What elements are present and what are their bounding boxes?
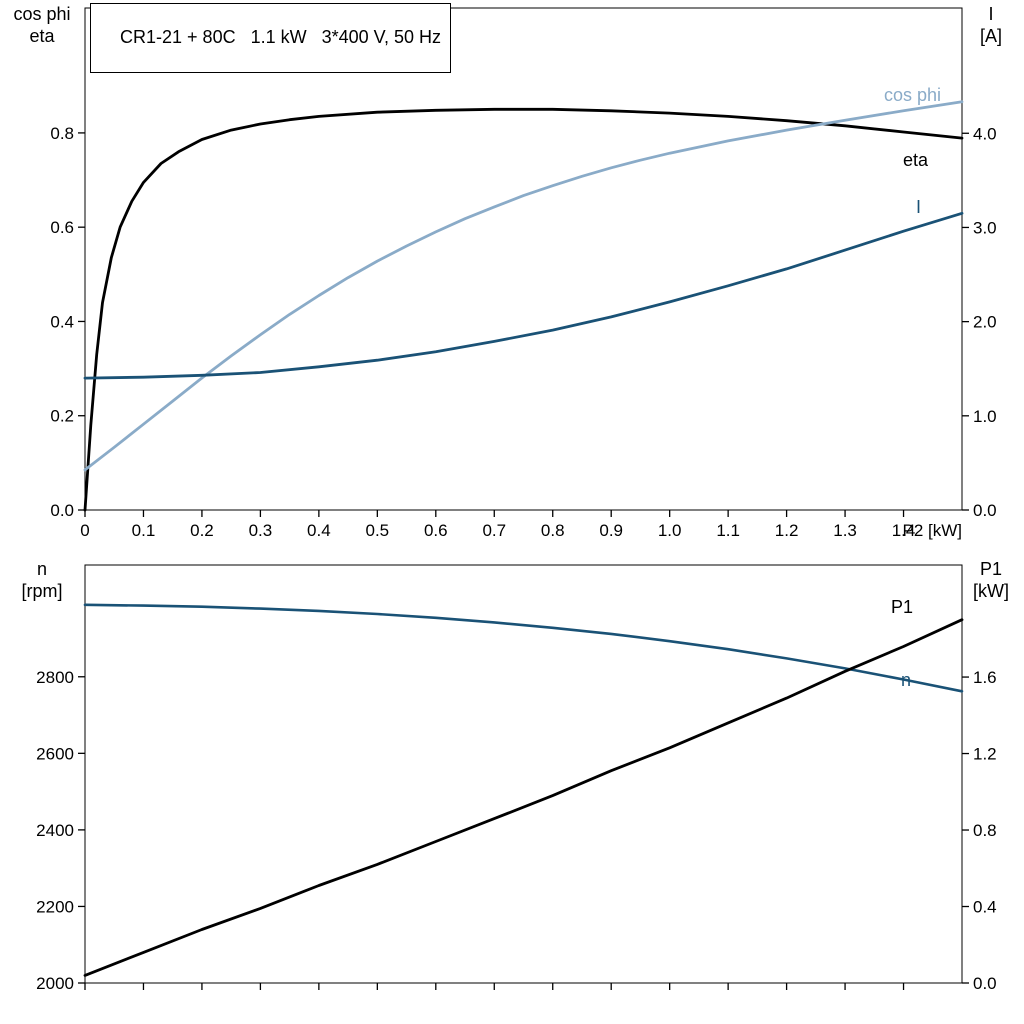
left-tick-label: 2400 <box>36 821 74 840</box>
right-tick-label: 0.4 <box>973 898 997 917</box>
curve-label-cos-phi: cos phi <box>884 85 941 105</box>
x-tick-label: 0.6 <box>424 521 448 540</box>
axis-label-speed-unit: [rpm] <box>21 581 63 601</box>
chart-title: CR1-21 + 80C 1.1 kW 3*400 V, 50 Hz <box>120 27 442 47</box>
x-axis-end-label: P2 [kW] <box>902 521 962 540</box>
x-tick-label: 1.0 <box>658 521 682 540</box>
right-tick-label: 1.2 <box>973 745 997 764</box>
x-tick-label: 0.7 <box>482 521 506 540</box>
left-tick-label: 0.2 <box>50 407 74 426</box>
x-tick-label: 0.1 <box>132 521 156 540</box>
x-tick-label: 1.4 <box>892 521 916 540</box>
curve-label-current: I <box>916 197 921 217</box>
left-tick-label: 0.8 <box>50 124 74 143</box>
x-tick-label: 0 <box>80 521 89 540</box>
plot-frame-panel-1 <box>84 564 963 984</box>
right-tick-label: 0.0 <box>973 974 997 993</box>
curve-speed <box>83 603 964 693</box>
curve-label-eta: eta <box>903 150 929 170</box>
right-tick-label: 0.8 <box>973 821 997 840</box>
axis-label-p1-unit: [kW] <box>973 581 1009 601</box>
curve-cos-phi <box>83 100 964 472</box>
curve-label-speed: n <box>901 670 911 690</box>
axis-label-speed: n <box>36 559 47 579</box>
left-tick-label: 2600 <box>36 744 74 763</box>
left-tick-label: 0.0 <box>50 501 74 520</box>
axis-label-p1: P1 <box>979 559 1003 579</box>
x-tick-label: 1.2 <box>775 521 799 540</box>
x-tick-label: 0.4 <box>307 521 331 540</box>
right-tick-label: 0.0 <box>973 501 997 520</box>
left-axis-title-bottom-panel: n [rpm] <box>2 558 82 602</box>
x-tick-label: 0.3 <box>249 521 273 540</box>
right-tick-label: 1.6 <box>973 668 997 687</box>
right-axis-title-top-panel: I [A] <box>962 3 1020 47</box>
curve-eta <box>83 107 964 512</box>
x-tick-label: 1.3 <box>833 521 857 540</box>
curve-label-p1: P1 <box>891 597 913 617</box>
chart-title-box: CR1-21 + 80C 1.1 kW 3*400 V, 50 Hz <box>90 3 452 73</box>
axis-label-current-unit: [A] <box>979 26 1002 46</box>
right-tick-label: 2.0 <box>973 313 997 332</box>
right-tick-label: 4.0 <box>973 124 997 143</box>
x-tick-label: 1.1 <box>716 521 740 540</box>
left-axis-title-top-panel: cos phi eta <box>2 3 82 47</box>
x-tick-label: 0.2 <box>190 521 214 540</box>
left-tick-label: 2200 <box>36 897 74 916</box>
axis-label-current: I <box>988 4 994 24</box>
x-tick-label: 0.9 <box>599 521 623 540</box>
right-axis-title-bottom-panel: P1 [kW] <box>962 558 1020 602</box>
left-tick-label: 0.6 <box>50 218 74 237</box>
right-tick-label: 3.0 <box>973 218 997 237</box>
right-tick-label: 1.0 <box>973 407 997 426</box>
left-tick-label: 2000 <box>36 974 74 993</box>
x-tick-label: 0.5 <box>366 521 390 540</box>
plot-frame-panel-0 <box>84 7 963 511</box>
axis-label-cos-phi: cos phi <box>13 4 71 24</box>
left-tick-label: 0.4 <box>50 312 74 331</box>
x-tick-label: 0.8 <box>541 521 565 540</box>
curve-current <box>83 211 964 380</box>
axis-label-eta: eta <box>29 26 55 46</box>
left-tick-label: 2800 <box>36 668 74 687</box>
curve-p1 <box>83 618 964 977</box>
